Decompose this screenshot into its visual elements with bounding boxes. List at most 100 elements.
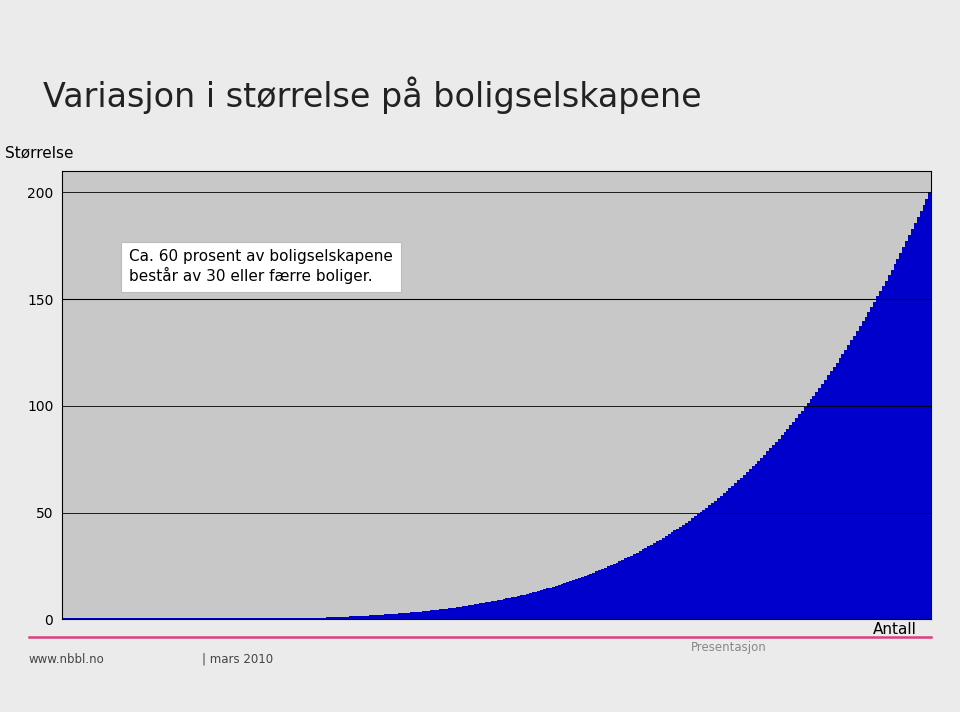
Bar bbox=[181, 618, 184, 619]
Bar bbox=[94, 618, 97, 619]
Bar bbox=[630, 555, 633, 619]
Bar bbox=[914, 224, 917, 619]
Bar bbox=[520, 595, 523, 619]
Bar bbox=[488, 602, 491, 619]
Bar bbox=[615, 562, 618, 619]
Text: Størrelse: Størrelse bbox=[5, 145, 73, 160]
Bar bbox=[601, 569, 604, 619]
Bar bbox=[167, 618, 170, 619]
Bar bbox=[268, 618, 271, 619]
Bar bbox=[204, 618, 207, 619]
Bar bbox=[515, 597, 517, 619]
Bar bbox=[410, 612, 413, 619]
Bar bbox=[137, 618, 140, 619]
Bar bbox=[595, 571, 598, 619]
Bar bbox=[384, 614, 387, 619]
Bar bbox=[621, 560, 624, 619]
Bar bbox=[97, 618, 100, 619]
Bar bbox=[91, 618, 94, 619]
Bar bbox=[444, 609, 447, 619]
Bar bbox=[760, 458, 763, 619]
Bar bbox=[856, 331, 859, 619]
Bar bbox=[228, 618, 230, 619]
Bar bbox=[862, 321, 865, 619]
Bar bbox=[900, 253, 902, 619]
Bar bbox=[225, 618, 228, 619]
Bar bbox=[778, 439, 780, 619]
Bar bbox=[920, 211, 923, 619]
Bar bbox=[372, 615, 375, 619]
Bar bbox=[529, 593, 532, 619]
Bar bbox=[624, 558, 627, 619]
Bar bbox=[355, 616, 358, 619]
Bar bbox=[772, 445, 775, 619]
Bar bbox=[598, 570, 601, 619]
Bar bbox=[111, 618, 114, 619]
Bar bbox=[815, 392, 818, 619]
Bar bbox=[470, 605, 473, 619]
Bar bbox=[865, 317, 868, 619]
Text: | mars 2010: | mars 2010 bbox=[202, 653, 273, 666]
Bar bbox=[210, 618, 213, 619]
Bar bbox=[285, 618, 288, 619]
Bar bbox=[404, 613, 407, 619]
Text: www.nbbl.no: www.nbbl.no bbox=[29, 653, 105, 666]
Bar bbox=[726, 491, 729, 619]
Bar bbox=[708, 506, 711, 619]
Bar bbox=[584, 576, 587, 619]
Bar bbox=[838, 358, 841, 619]
Bar bbox=[367, 616, 370, 619]
Bar bbox=[908, 236, 911, 619]
Bar bbox=[294, 618, 297, 619]
Bar bbox=[706, 508, 708, 619]
Bar bbox=[801, 411, 804, 619]
Bar bbox=[219, 618, 222, 619]
Bar bbox=[798, 414, 801, 619]
Bar bbox=[265, 618, 268, 619]
Bar bbox=[827, 375, 829, 619]
Bar bbox=[720, 496, 723, 619]
Bar bbox=[804, 407, 806, 619]
Bar bbox=[757, 461, 760, 619]
Bar bbox=[193, 618, 196, 619]
Bar bbox=[347, 617, 349, 619]
Bar bbox=[291, 618, 294, 619]
Bar bbox=[717, 498, 720, 619]
Bar bbox=[604, 567, 607, 619]
Bar bbox=[743, 475, 746, 619]
Bar bbox=[523, 595, 526, 619]
Bar bbox=[485, 602, 488, 619]
Bar bbox=[535, 592, 538, 619]
Bar bbox=[393, 614, 396, 619]
Bar bbox=[465, 606, 468, 619]
Bar bbox=[390, 614, 393, 619]
Bar bbox=[196, 618, 199, 619]
Bar bbox=[378, 615, 381, 619]
Bar bbox=[821, 384, 824, 619]
Bar bbox=[752, 466, 755, 619]
Bar bbox=[202, 618, 204, 619]
Bar bbox=[607, 567, 610, 619]
Bar bbox=[132, 618, 134, 619]
Bar bbox=[476, 604, 479, 619]
Bar bbox=[341, 617, 344, 619]
Bar bbox=[680, 527, 683, 619]
Bar bbox=[859, 326, 862, 619]
Bar bbox=[627, 557, 630, 619]
Bar bbox=[506, 599, 509, 619]
Bar bbox=[734, 483, 737, 619]
Text: Presentasjon: Presentasjon bbox=[691, 641, 767, 654]
Bar bbox=[436, 609, 439, 619]
Bar bbox=[230, 618, 233, 619]
Bar bbox=[543, 590, 546, 619]
Bar bbox=[552, 587, 555, 619]
Bar bbox=[282, 618, 285, 619]
Bar bbox=[329, 617, 332, 619]
Bar bbox=[540, 590, 543, 619]
Bar bbox=[566, 582, 569, 619]
Bar bbox=[546, 588, 549, 619]
Bar bbox=[274, 618, 276, 619]
Bar bbox=[430, 610, 433, 619]
Bar bbox=[300, 618, 302, 619]
Bar bbox=[876, 296, 879, 619]
